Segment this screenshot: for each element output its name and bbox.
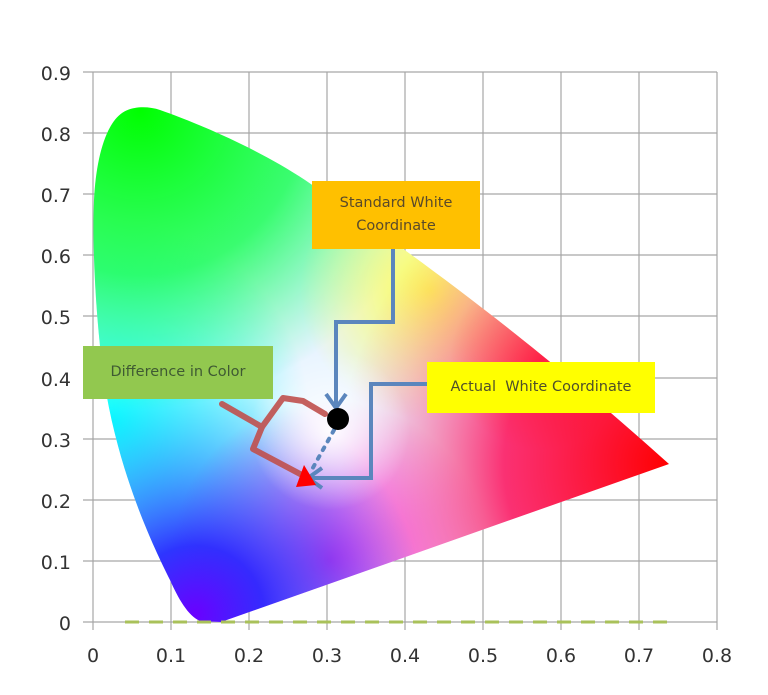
- difference-in-color-label: Difference in Color: [83, 346, 273, 399]
- y-tick-label: 0.9: [41, 63, 71, 85]
- difference-in-color-text: Difference in Color: [110, 364, 246, 380]
- x-tick-label: 0.1: [156, 645, 186, 667]
- x-tick-label: 0.2: [234, 645, 264, 667]
- x-axis-ticks: 0 0.1 0.2 0.3 0.4 0.5 0.6 0.7 0.8: [87, 645, 732, 667]
- y-tick-label: 0: [59, 613, 71, 635]
- x-tick-label: 0.8: [702, 645, 732, 667]
- difference-brace: [219, 395, 328, 478]
- y-tick-label: 0.8: [41, 124, 71, 146]
- x-tick-label: 0.4: [390, 645, 420, 667]
- actual-white-point-marker: [296, 465, 316, 487]
- x-tick-label: 0.3: [312, 645, 342, 667]
- actual-white-coordinate-text: Actual White Coordinate: [450, 379, 632, 395]
- actual-white-coordinate-label: Actual White Coordinate: [427, 362, 655, 413]
- x-tick-label: 0: [87, 645, 99, 667]
- y-tick-label: 0.1: [41, 552, 71, 574]
- y-tick-label: 0.2: [41, 491, 71, 513]
- standard-white-arrow: [324, 249, 395, 412]
- standard-white-coordinate-label: Standard White Coordinate: [312, 181, 480, 249]
- y-tick-label: 0.5: [41, 307, 71, 329]
- y-tick-label: 0.3: [41, 430, 71, 452]
- standard-white-coordinate-text: Standard White Coordinate: [339, 195, 453, 234]
- y-tick-label: 0.4: [41, 369, 71, 391]
- x-tick-label: 0.6: [546, 645, 576, 667]
- x-tick-label: 0.5: [468, 645, 498, 667]
- y-tick-label: 0.7: [41, 185, 71, 207]
- y-tick-label: 0.6: [41, 246, 71, 268]
- difference-dotted-line: [308, 428, 336, 475]
- y-axis-ticks: 0.9 0.8 0.7 0.6 0.5 0.4 0.3 0.2 0.1 0: [41, 63, 71, 635]
- standard-white-point-marker: [327, 408, 349, 430]
- x-tick-label: 0.7: [624, 645, 654, 667]
